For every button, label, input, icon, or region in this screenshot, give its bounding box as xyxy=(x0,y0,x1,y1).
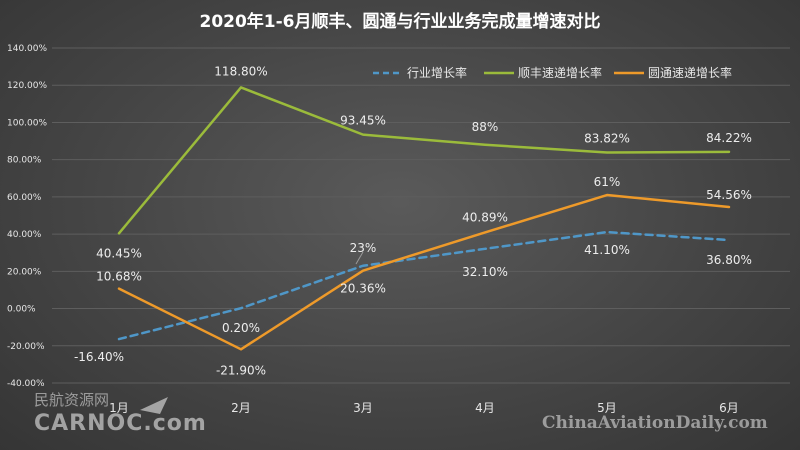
data-label: 41.10% xyxy=(584,243,630,257)
data-label: 118.80% xyxy=(214,64,267,78)
y-tick-label: -40.00% xyxy=(7,379,45,389)
y-tick-label: 0.00% xyxy=(7,305,36,315)
x-tick-label: 3月 xyxy=(353,401,373,415)
data-label: 40.45% xyxy=(96,246,142,260)
legend: 行业增长率 顺丰速递增长率 圆通速递增长率 xyxy=(373,65,732,80)
chart-title: 2020年1-6月顺丰、圆通与行业业务完成量增速对比 xyxy=(199,11,600,32)
data-label: 23% xyxy=(350,241,377,255)
y-tick-label: 120.00% xyxy=(7,81,47,91)
watermark: 民航资源网 CARNOC.com ChinaAviationDaily.com xyxy=(34,391,768,436)
x-tick-label: 6月 xyxy=(719,401,739,415)
data-label: 10.68% xyxy=(96,270,142,284)
data-labels: -16.40% 0.20% 23% 32.10% 41.10% 36.80% 40.45% 1… xyxy=(74,64,752,377)
series-line-2 xyxy=(117,86,731,235)
data-label: 40.89% xyxy=(462,210,508,224)
data-label: -21.90% xyxy=(216,363,266,377)
leader-line xyxy=(355,251,364,265)
gridlines xyxy=(52,47,790,384)
watermark-brand-text: CARNOC.com xyxy=(34,411,207,436)
legend-label: 圆通速递增长率 xyxy=(648,65,732,80)
y-tick-label: 140.00% xyxy=(7,44,47,54)
data-label: 20.36% xyxy=(340,282,386,296)
data-label: 88% xyxy=(472,120,499,134)
x-tick-label: 5月 xyxy=(597,401,617,415)
data-label: -16.40% xyxy=(74,350,124,364)
y-tick-label: 20.00% xyxy=(7,267,42,277)
x-tick-label: 2月 xyxy=(231,401,251,415)
series-line-3 xyxy=(117,193,731,351)
y-tick-label: 80.00% xyxy=(7,156,42,166)
y-tick-label: 40.00% xyxy=(7,230,42,240)
data-label: 32.10% xyxy=(462,265,508,279)
data-label: 61% xyxy=(594,175,621,189)
watermark-site-text: ChinaAviationDaily.com xyxy=(542,413,768,433)
y-tick-label: 60.00% xyxy=(7,193,42,203)
y-tick-label: -20.00% xyxy=(7,342,45,352)
legend-label: 顺丰速递增长率 xyxy=(518,65,602,80)
series-lines xyxy=(117,86,731,351)
data-label: 93.45% xyxy=(340,114,386,128)
y-tick-label: 100.00% xyxy=(7,118,47,128)
data-label: 36.80% xyxy=(706,253,752,267)
data-label: 54.56% xyxy=(706,188,752,202)
legend-label: 行业增长率 xyxy=(407,65,467,80)
series-line-1 xyxy=(117,230,731,341)
y-axis-ticks: -40.00% -20.00% 0.00% 20.00% 40.00% 60.00% 80.… xyxy=(7,44,47,389)
data-label: 0.20% xyxy=(222,321,260,335)
x-axis-ticks: 1月 2月 3月 4月 5月 6月 xyxy=(109,401,739,415)
data-label: 83.82% xyxy=(584,132,630,146)
x-tick-label: 4月 xyxy=(475,401,495,415)
x-tick-label: 1月 xyxy=(109,401,129,415)
data-label: 84.22% xyxy=(706,131,752,145)
plane-icon xyxy=(140,397,168,414)
watermark-cn-text: 民航资源网 xyxy=(34,391,109,409)
